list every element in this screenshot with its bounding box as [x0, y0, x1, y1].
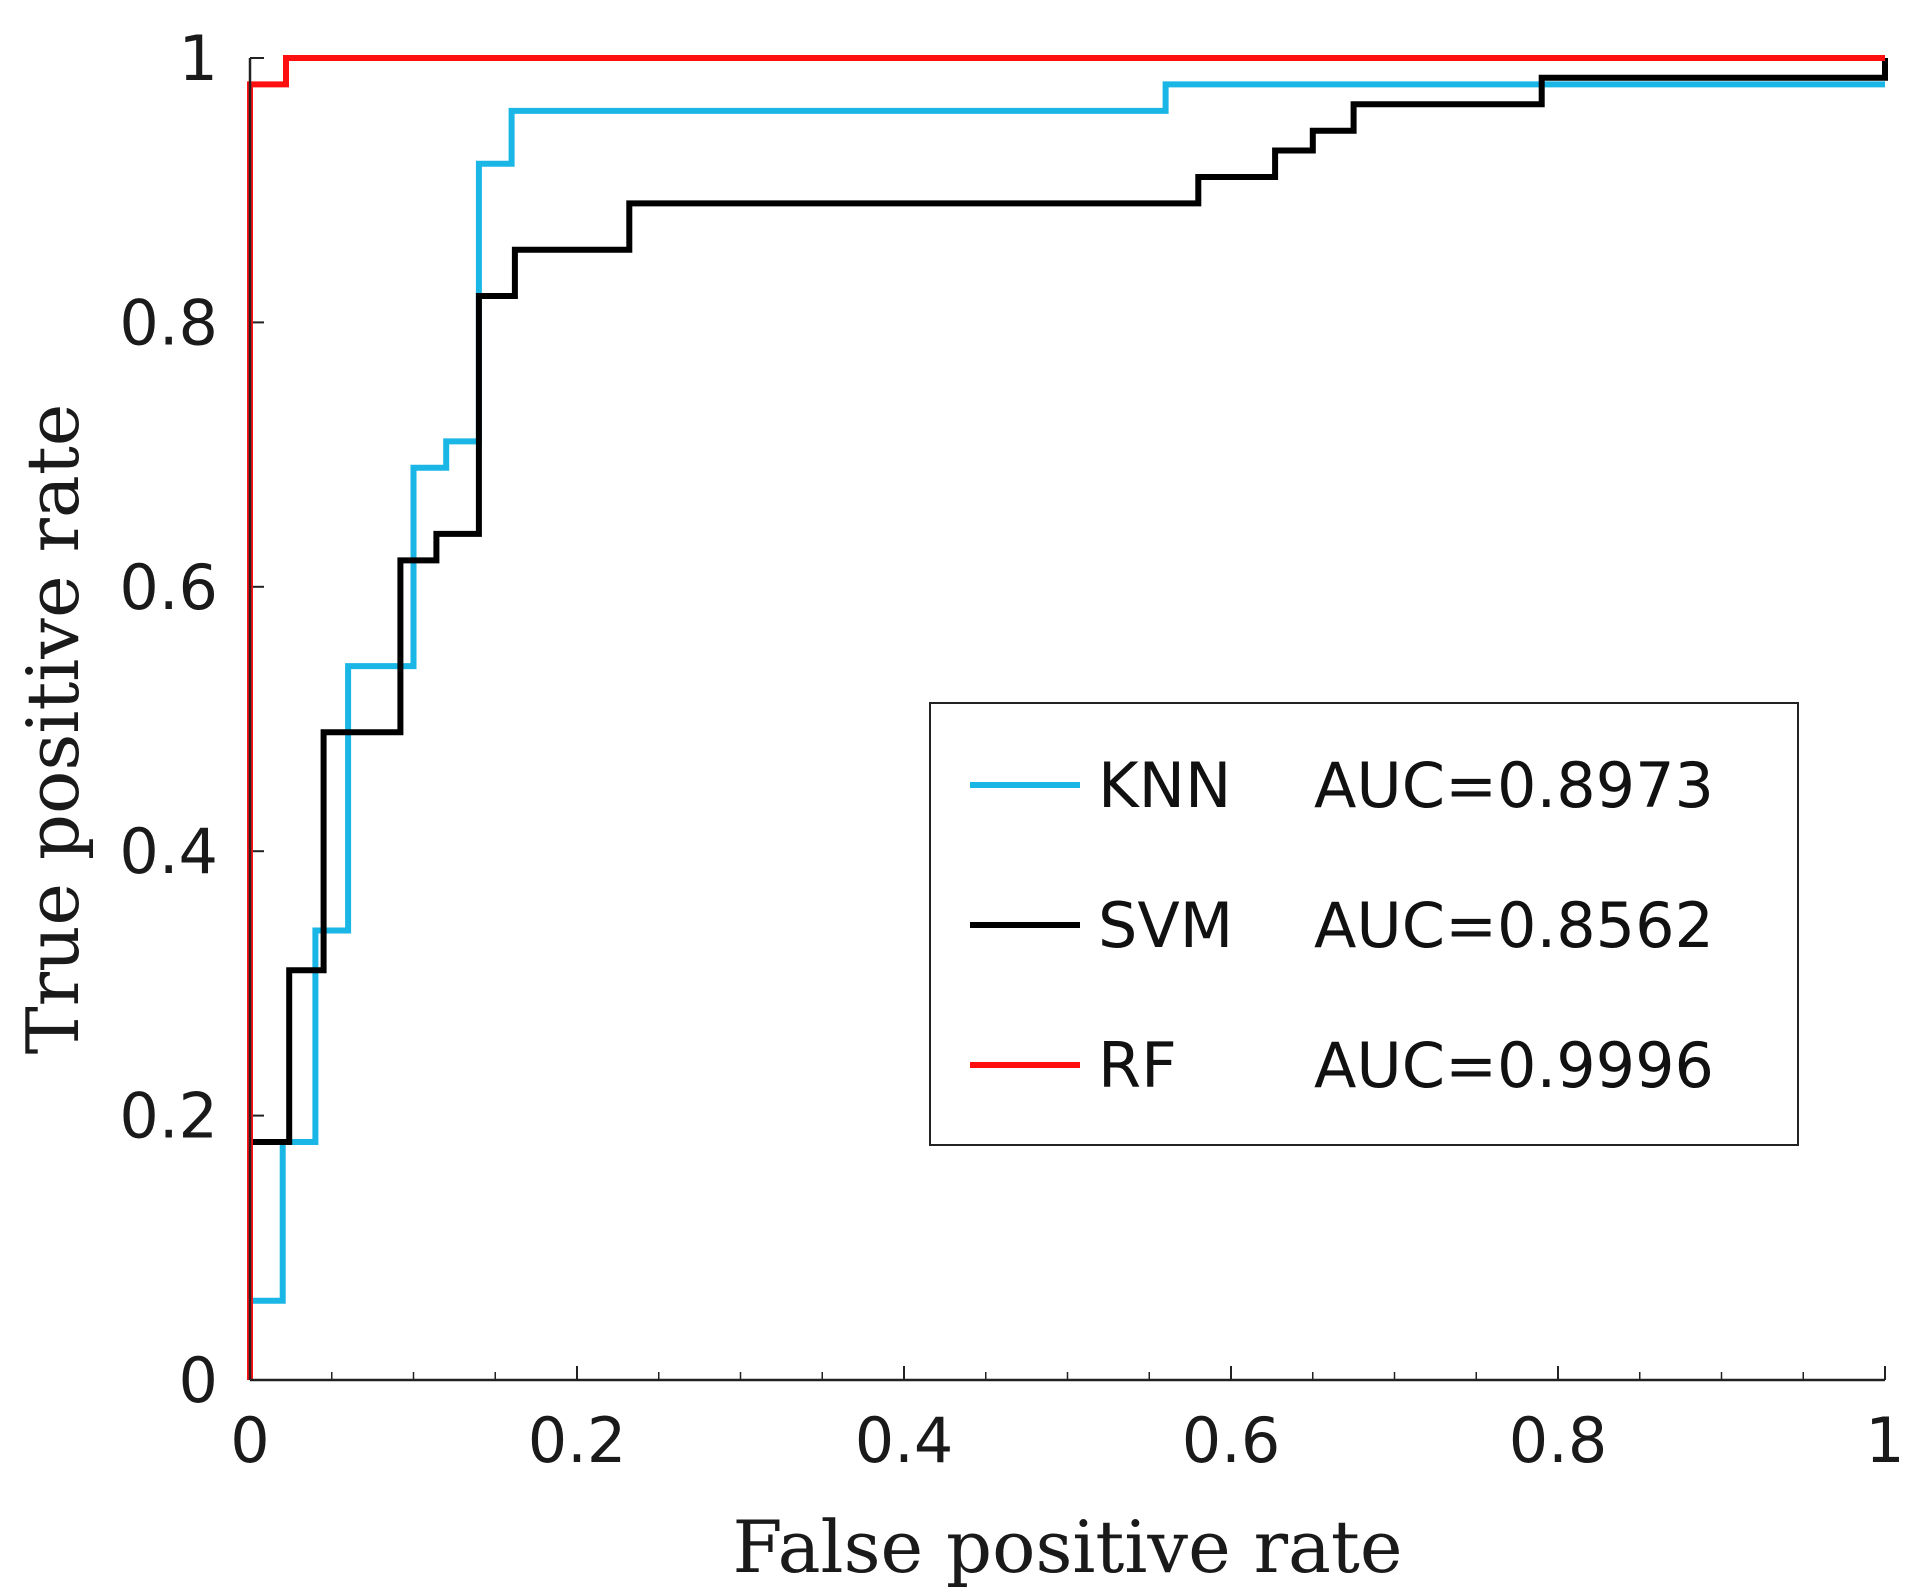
y-tick-label: 0.2: [119, 1080, 218, 1153]
roc-line-knn: [250, 81, 1885, 1304]
y-tick-label: 0.8: [119, 286, 218, 359]
legend-label-rf: RF: [1098, 1029, 1177, 1102]
x-tick-label: 1: [1865, 1404, 1904, 1477]
y-tick-label: 0: [179, 1344, 218, 1417]
x-axis-label: False positive rate: [733, 1505, 1403, 1589]
legend-auc-knn: AUC=0.8973: [1314, 749, 1714, 822]
axis-ticks: 0 0.2 0.4 0.6 0.8 1 0 0.2 0.4 0.6 0.8 1: [119, 22, 1904, 1477]
x-tick-label: 0.6: [1182, 1404, 1281, 1477]
x-tick-label: 0.2: [528, 1404, 627, 1477]
legend-label-knn: KNN: [1098, 749, 1231, 822]
legend-auc-rf: AUC=0.9996: [1314, 1029, 1714, 1102]
axes-frame: [248, 58, 1885, 1382]
x-tick-label: 0: [230, 1404, 269, 1477]
y-tick-label: 1: [179, 22, 218, 95]
legend: KNN AUC=0.8973 SVM AUC=0.8562 RF AUC=0.9996: [929, 702, 1799, 1146]
y-tick-label: 0.4: [119, 815, 218, 888]
x-tick-label: 0.4: [855, 1404, 954, 1477]
x-tick-label: 0.8: [1509, 1404, 1608, 1477]
y-tick-label: 0.6: [119, 551, 218, 624]
legend-label-svm: SVM: [1098, 889, 1233, 962]
y-axis-label: True positive rate: [11, 404, 95, 1055]
axis-labels: False positive rate True positive rate: [11, 404, 1402, 1589]
legend-auc-svm: AUC=0.8562: [1314, 889, 1714, 962]
roc-line-svm: [250, 58, 1888, 1145]
